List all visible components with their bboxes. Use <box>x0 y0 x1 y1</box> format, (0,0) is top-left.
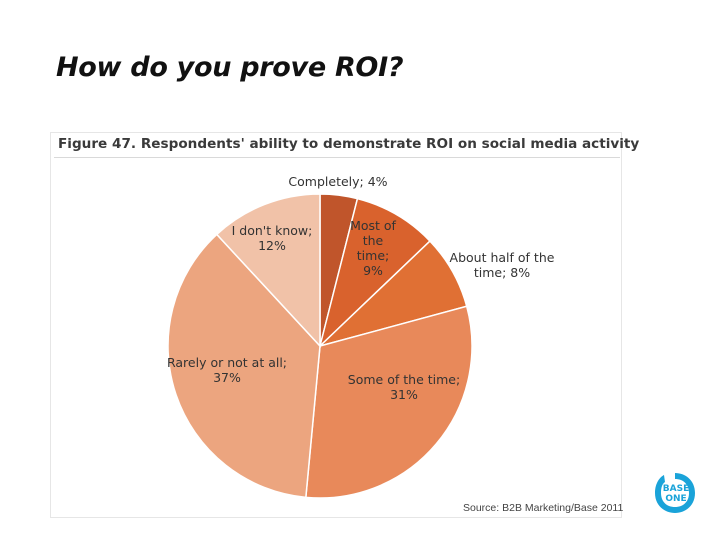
base-one-logo-icon: BASE ONE <box>655 473 695 513</box>
slice-label-4: Some of the time; 31% <box>348 372 460 402</box>
slide-title: How do you prove ROI? <box>56 52 404 83</box>
slice-label-5: Rarely or not at all; 37% <box>167 355 287 385</box>
pie-slice-6 <box>215 193 321 348</box>
slice-label-2: Most of the time; 9% <box>350 218 396 278</box>
caption-divider <box>54 157 620 158</box>
svg-text:ONE: ONE <box>665 494 686 504</box>
pie-slice-5 <box>167 233 321 499</box>
pie-slice-4 <box>305 305 473 499</box>
svg-text:BASE: BASE <box>663 484 689 494</box>
source-note: Source: B2B Marketing/Base 2011 <box>463 502 624 514</box>
figure-caption: Figure 47. Respondents' ability to demon… <box>58 136 640 152</box>
pie-slice-2 <box>318 197 432 349</box>
slice-label-6: I don't know; 12% <box>232 223 313 253</box>
slice-label-1: Completely; 4% <box>288 174 387 189</box>
slice-label-3: About half of the time; 8% <box>450 250 555 280</box>
